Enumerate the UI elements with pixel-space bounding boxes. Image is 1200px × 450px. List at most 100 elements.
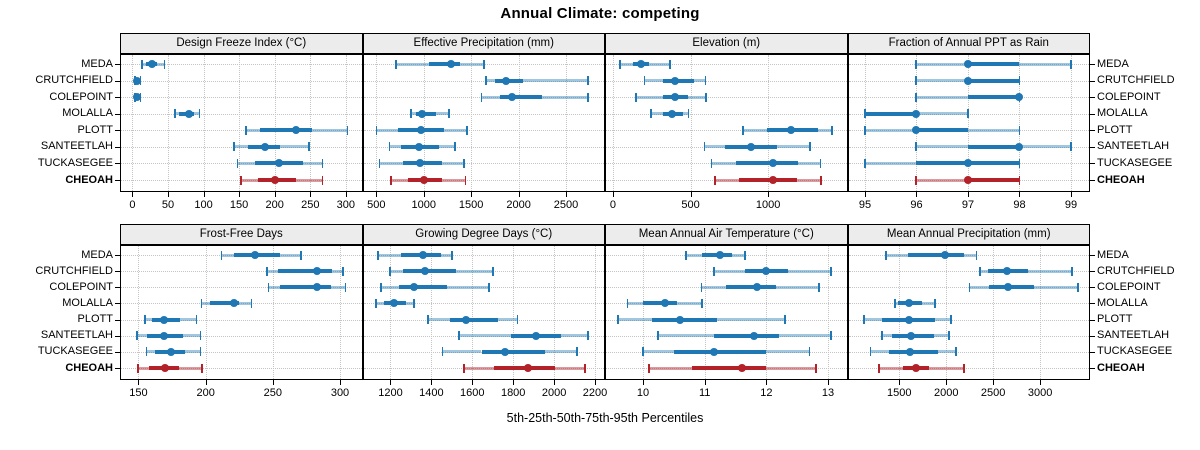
interval-75-95 — [442, 161, 464, 165]
x-axis-tick-label: 1500 — [458, 199, 484, 211]
interval-25-75 — [889, 349, 939, 354]
whisker-cap-5th — [245, 125, 247, 135]
site-tick-right — [1090, 319, 1095, 321]
whisker-cap-95th — [815, 363, 817, 373]
interval-5-25 — [864, 318, 883, 322]
site-label-right: PLOTT — [1097, 123, 1133, 136]
v-gridline — [345, 55, 347, 191]
h-gridline — [121, 335, 362, 337]
site-label-right: CRUTCHFIELD — [1097, 74, 1175, 87]
whisker-cap-95th — [448, 109, 450, 119]
median-dot — [501, 347, 510, 356]
median-dot — [166, 347, 175, 356]
x-axis-tick — [899, 380, 901, 385]
whisker-cap-5th — [685, 250, 687, 260]
site-label-left: COLEPOINT — [49, 280, 113, 293]
interval-75-95 — [1019, 145, 1071, 149]
panel-header-design-freeze-index-c: Design Freeze Index (°C) — [120, 33, 363, 54]
interval-75-95 — [330, 285, 346, 289]
median-dot — [502, 76, 511, 85]
interval-25-75 — [692, 366, 767, 370]
whisker-cap-95th — [198, 109, 201, 119]
interval-75-95 — [688, 95, 707, 99]
site-label-left: PLOTT — [77, 313, 113, 326]
median-dot — [1015, 142, 1024, 151]
interval-5-25 — [145, 318, 152, 322]
median-dot — [270, 176, 279, 184]
interval-75-95 — [178, 366, 202, 370]
interval-25-75 — [402, 269, 456, 274]
interval-5-25 — [175, 112, 180, 116]
whisker-cap-95th — [808, 347, 811, 357]
x-axis-tick-label: 2500 — [980, 387, 1006, 399]
interval-5-25 — [410, 112, 416, 116]
h-gridline — [363, 97, 604, 99]
h-gridline — [848, 271, 1089, 273]
whisker-cap-95th — [669, 59, 671, 69]
x-axis-tick-label: 250 — [263, 387, 282, 399]
interval-5-25 — [715, 178, 740, 182]
v-gridline — [946, 246, 948, 379]
interval-75-95 — [717, 318, 785, 322]
interval-75-95 — [440, 253, 452, 257]
whisker-cap-95th — [830, 331, 833, 341]
x-axis-tick-label: 300 — [336, 199, 356, 211]
median-dot — [747, 142, 756, 151]
site-tick-right — [1090, 255, 1095, 256]
x-axis-tick-label: 11 — [698, 387, 711, 399]
site-label-left: COLEPOINT — [49, 90, 113, 103]
v-gridline — [864, 55, 866, 191]
median-dot — [161, 364, 170, 372]
whisker-cap-95th — [948, 331, 950, 341]
x-axis-tick — [274, 192, 276, 197]
median-dot — [637, 60, 646, 68]
site-tick-left — [115, 180, 120, 181]
site-label-left: TUCKASEGEE — [37, 156, 113, 169]
x-axis-tick — [167, 192, 169, 197]
interval-25-75 — [967, 62, 1020, 66]
interval-75-95 — [180, 318, 197, 322]
whisker-cap-95th — [199, 331, 202, 341]
interval-75-95 — [544, 350, 577, 354]
median-dot — [905, 315, 914, 324]
site-tick-left — [115, 271, 120, 273]
interval-25-75 — [209, 301, 240, 306]
median-dot — [313, 267, 322, 276]
v-gridline — [993, 246, 995, 379]
median-dot — [415, 159, 424, 168]
interval-5-25 — [389, 145, 401, 149]
whisker-cap-95th — [462, 158, 465, 168]
site-tick-left — [115, 303, 120, 305]
x-axis-tick-label: 1800 — [500, 387, 526, 399]
x-axis-tick-label: 13 — [821, 387, 835, 399]
interval-5-25 — [686, 253, 702, 257]
x-axis-tick — [239, 192, 241, 197]
site-tick-right — [1090, 303, 1095, 305]
median-dot — [260, 142, 269, 151]
v-gridline — [472, 246, 474, 379]
interval-75-95 — [766, 350, 810, 354]
x-axis-tick-label: 1400 — [419, 387, 444, 399]
whisker-cap-95th — [934, 298, 936, 308]
interval-5-25 — [643, 350, 674, 354]
panel-header-mean-annual-precipitation-mm: Mean Annual Precipitation (mm) — [847, 224, 1090, 245]
x-axis-tick — [472, 380, 474, 385]
x-axis-tick-label: 250 — [301, 199, 320, 211]
interval-5-25 — [146, 350, 155, 354]
whisker-cap-5th — [915, 92, 918, 102]
interval-75-95 — [185, 350, 201, 354]
x-axis-tick — [345, 192, 347, 197]
median-dot — [159, 331, 168, 340]
interval-5-25 — [241, 178, 259, 182]
median-dot — [133, 93, 142, 102]
site-label-right: COLEPOINT — [1097, 280, 1161, 293]
median-dot — [753, 283, 762, 292]
site-label-left: PLOTT — [77, 123, 113, 136]
x-axis-tick-label: 50 — [161, 199, 175, 211]
interval-75-95 — [778, 334, 832, 338]
whisker-cap-5th — [463, 363, 465, 373]
panel-header-effective-precipitation-mm: Effective Precipitation (mm) — [362, 33, 605, 54]
interval-5-25 — [650, 112, 663, 116]
h-gridline — [606, 97, 847, 99]
median-dot — [389, 299, 398, 308]
